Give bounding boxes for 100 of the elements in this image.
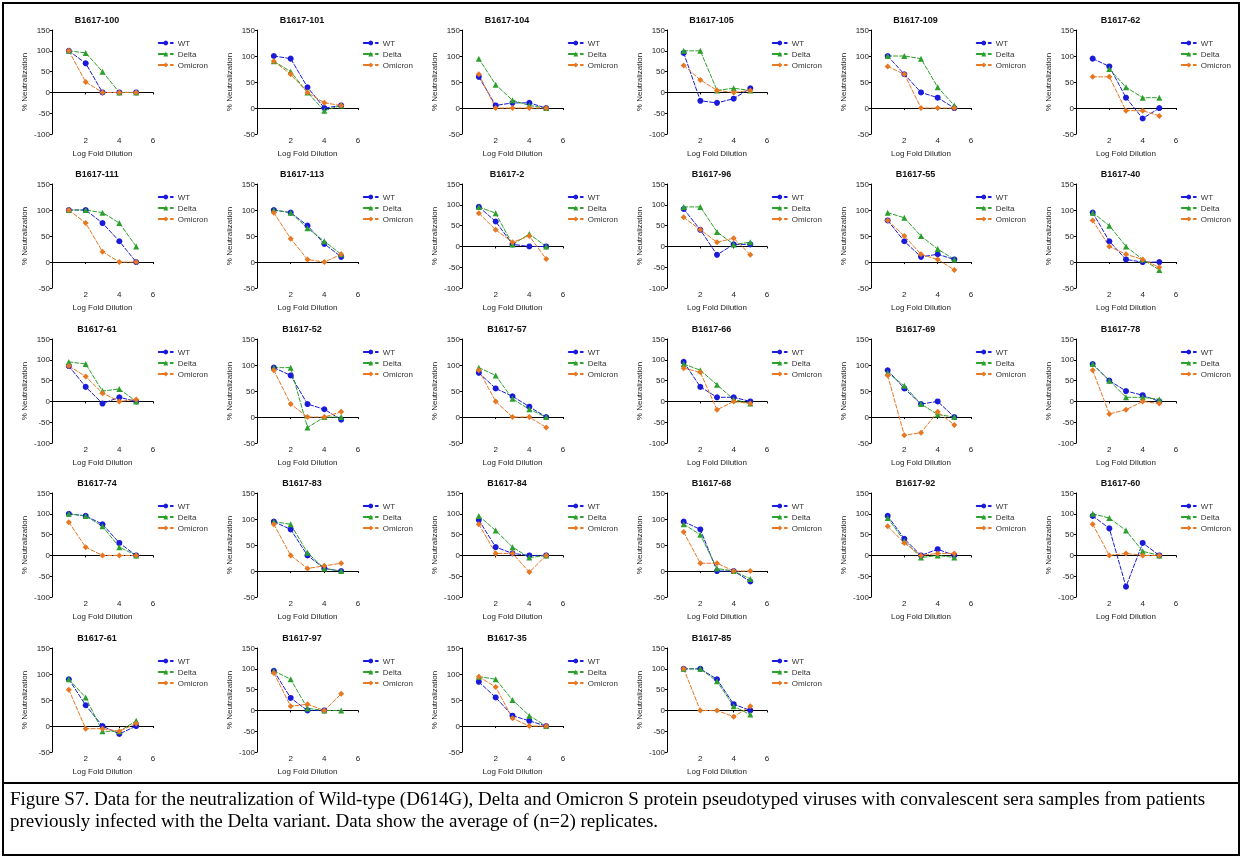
legend-label: WT [177, 347, 191, 357]
x-tick-label: 4 [117, 135, 123, 145]
x-axis-title: Log Fold Dilution [72, 766, 133, 776]
x-tick-label: 6 [969, 289, 975, 299]
legend-label: Delta [587, 358, 607, 368]
x-tick-label: 4 [731, 289, 737, 299]
x-tick-label: 4 [322, 753, 328, 763]
x-tick-label: 6 [355, 444, 361, 454]
x-tick-label: 4 [935, 135, 941, 145]
x-tick-label: 4 [117, 753, 123, 763]
legend-label: WT [382, 38, 396, 48]
x-tick-label: 6 [560, 598, 566, 608]
x-axis-title: Log Fold Dilution [686, 148, 748, 158]
x-tick-label: 6 [1173, 598, 1179, 608]
y-tick-label: 150 [446, 488, 461, 498]
legend-label: WT [791, 192, 805, 202]
y-tick-label: -50 [243, 592, 256, 602]
y-tick-label: 150 [446, 25, 461, 35]
x-tick-label: 2 [698, 444, 704, 454]
legend-label: Delta [791, 667, 811, 677]
y-axis-title: % Neutralization [224, 361, 234, 420]
x-tick-label: 4 [527, 444, 533, 454]
y-tick-label: 50 [656, 221, 666, 231]
x-axis-title: Log Fold Dilution [686, 611, 748, 621]
y-tick-label: -100 [648, 129, 666, 139]
x-axis-title: Log Fold Dilution [891, 148, 952, 158]
x-tick-label: 4 [731, 598, 737, 608]
legend-label: Delta [791, 358, 811, 368]
chart-title: B1617-62 [1100, 14, 1141, 25]
y-tick-label: -50 [857, 571, 870, 581]
y-tick-label: 100 [36, 46, 51, 56]
chart-title: B1617-105 [689, 14, 734, 25]
x-tick-label: 4 [117, 598, 123, 608]
x-tick-label: 2 [288, 289, 294, 299]
legend-label: WT [791, 38, 805, 48]
x-tick-label: 2 [493, 753, 499, 763]
y-tick-label: 150 [651, 488, 666, 498]
x-tick-label: 4 [527, 753, 533, 763]
x-tick-label: 6 [1173, 289, 1179, 299]
x-tick-label: 2 [902, 135, 908, 145]
legend-label: Omicron [177, 523, 209, 533]
y-axis-title: % Neutralization [1043, 52, 1053, 112]
y-tick-label: 50 [656, 67, 666, 77]
y-tick-label: -50 [857, 129, 870, 139]
y-tick-label: -50 [38, 417, 51, 427]
y-tick-label: 150 [241, 334, 256, 344]
x-tick-label: 6 [764, 753, 770, 763]
y-tick-label: 50 [860, 77, 870, 87]
y-tick-label: 150 [1060, 488, 1075, 498]
x-axis-title: Log Fold Dilution [277, 611, 338, 621]
x-tick-label: 2 [288, 135, 294, 145]
y-tick-label: 50 [246, 684, 256, 694]
x-tick-label: 4 [322, 598, 328, 608]
chart-title: B1617-61 [77, 632, 117, 643]
x-tick-label: 2 [902, 444, 908, 454]
y-tick-label: 100 [855, 360, 870, 370]
y-tick-label: -50 [38, 108, 51, 118]
legend-label: Omicron [996, 369, 1027, 379]
legend-label: WT [791, 347, 805, 357]
legend-label: WT [587, 656, 601, 666]
x-tick-label: 6 [1173, 135, 1179, 145]
y-axis-title: % Neutralization [19, 670, 29, 729]
x-tick-label: 2 [902, 598, 908, 608]
chart-title: B1617-113 [279, 168, 325, 179]
chart-title: B1617-96 [691, 168, 732, 179]
y-tick-label: 0 [1069, 257, 1075, 267]
legend-label: Omicron [382, 60, 414, 70]
x-axis-title: Log Fold Dilution [277, 457, 338, 467]
y-tick-label: 0 [660, 705, 666, 715]
x-tick-label: 6 [764, 598, 770, 608]
x-axis-title: Log Fold Dilution [686, 302, 748, 312]
legend-label: Omicron [587, 214, 619, 224]
x-tick-label: 2 [902, 289, 908, 299]
y-tick-label: -50 [38, 571, 51, 581]
y-tick-label: 0 [660, 396, 666, 406]
chart-title: B1617-101 [279, 14, 325, 25]
legend-label: Delta [382, 49, 402, 59]
legend-label: WT [996, 192, 1009, 202]
y-tick-label: -100 [1057, 592, 1075, 602]
x-tick-label: 4 [117, 289, 123, 299]
x-tick-label: 2 [493, 444, 499, 454]
chart-title: B1617-97 [282, 632, 322, 643]
y-tick-label: 0 [864, 412, 870, 422]
x-axis-title: Log Fold Dilution [1095, 302, 1156, 312]
y-tick-label: 50 [656, 684, 666, 694]
y-tick-label: -50 [653, 592, 666, 602]
y-tick-label: 150 [1060, 334, 1075, 344]
legend-label: Omicron [382, 678, 414, 688]
legend-label: Delta [382, 358, 402, 368]
y-axis-title: % Neutralization [429, 207, 439, 266]
y-axis-title: % Neutralization [634, 670, 644, 729]
y-tick-label: -100 [648, 283, 666, 293]
legend-label: Delta [791, 49, 811, 59]
y-tick-label: -50 [448, 438, 461, 448]
y-tick-label: -50 [653, 417, 666, 427]
chart-title: B1617-92 [896, 477, 936, 488]
y-tick-label: 150 [241, 643, 256, 653]
x-axis-title: Log Fold Dilution [482, 457, 543, 467]
x-tick-label: 4 [935, 598, 941, 608]
x-tick-label: 4 [527, 135, 533, 145]
